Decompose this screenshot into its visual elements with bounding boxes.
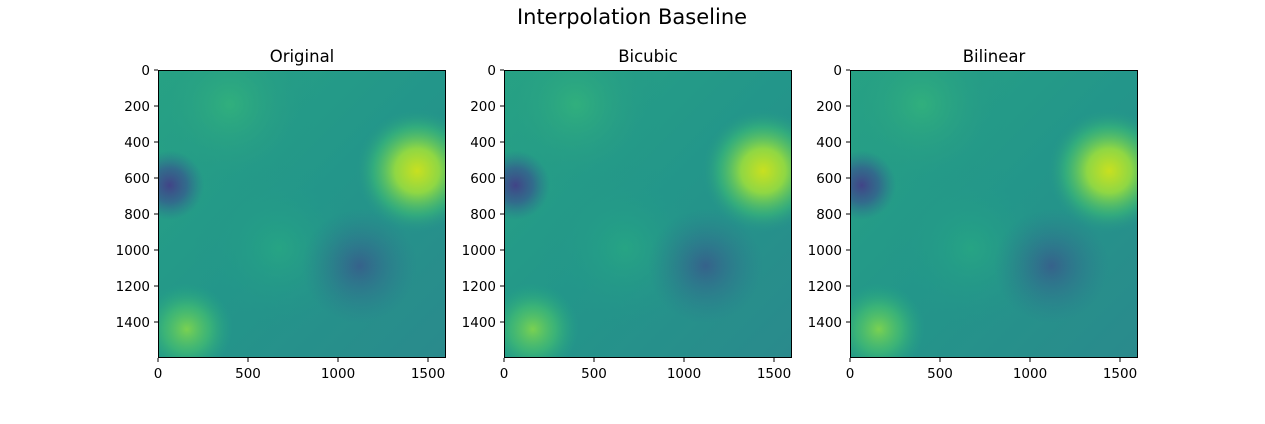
y-tick-label: 1400 [116,315,150,331]
y-tick-label: 1200 [116,279,150,295]
x-tick-label: 1500 [757,366,791,382]
y-tick-label: 0 [141,63,150,79]
x-tick-label: 500 [581,366,607,382]
x-tick-label: 0 [846,366,855,382]
y-tick-label: 1200 [808,279,842,295]
y-tick-label: 800 [470,207,496,223]
x-tick-label: 1500 [1103,366,1137,382]
y-tick-label: 0 [487,63,496,79]
y-tick-label: 200 [816,99,842,115]
y-tick-label: 600 [470,171,496,187]
y-tick-label: 600 [816,171,842,187]
axes-frame [504,70,792,358]
x-tick-label: 500 [235,366,261,382]
x-tick-label: 0 [154,366,163,382]
axes-frame [158,70,446,358]
x-tick-label: 500 [927,366,953,382]
y-tick-label: 800 [124,207,150,223]
y-tick-label: 400 [470,135,496,151]
y-tick-label: 1000 [116,243,150,259]
x-tick-label: 1000 [667,366,701,382]
y-tick-label: 200 [470,99,496,115]
y-tick-label: 1200 [462,279,496,295]
y-tick-label: 600 [124,171,150,187]
panel-title: Original [270,47,335,66]
x-tick-label: 0 [500,366,509,382]
y-tick-label: 200 [124,99,150,115]
panel-1: Original 0 500 1000 1500 0 200 400 600 800 1000 120… [116,47,446,382]
panel-title: Bilinear [963,47,1026,66]
y-tick-label: 400 [124,135,150,151]
panel-3: Bilinear 0 500 1000 1500 0 200 400 600 800 1000 120… [808,47,1138,382]
y-tick-label: 800 [816,207,842,223]
y-tick-label: 1000 [462,243,496,259]
axes-frame [850,70,1138,358]
y-tick-label: 0 [833,63,842,79]
x-tick-label: 1000 [321,366,355,382]
panel-title: Bicubic [618,47,678,66]
x-tick-label: 1500 [411,366,445,382]
y-tick-label: 1400 [462,315,496,331]
y-tick-label: 1400 [808,315,842,331]
y-tick-label: 1000 [808,243,842,259]
x-tick-label: 1000 [1013,366,1047,382]
panels: Original 0 500 1000 1500 0 200 400 600 800 1000 120… [116,47,1138,382]
figure-title: Interpolation Baseline [517,5,747,29]
panel-2: Bicubic 0 500 1000 1500 0 200 400 600 800 1000 1200… [462,47,792,382]
heatmap-image [158,70,446,358]
heatmap-image [504,70,792,358]
heatmap-image [850,70,1138,358]
y-tick-label: 400 [816,135,842,151]
